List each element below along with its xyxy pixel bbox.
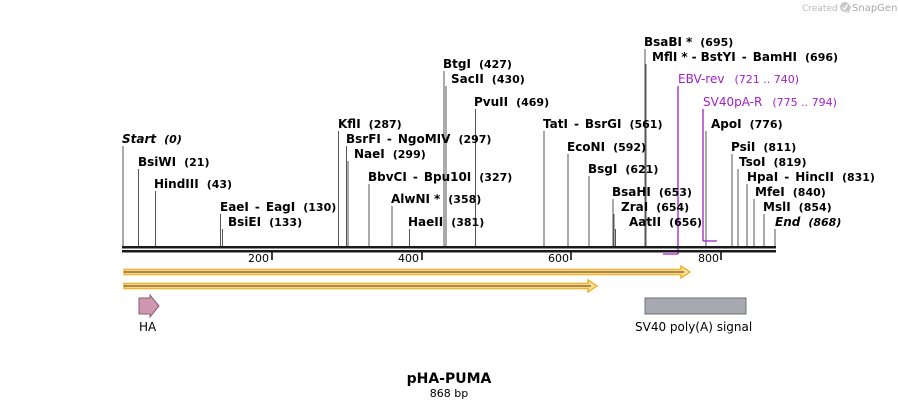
sequence-backbone [122, 246, 776, 253]
axis-tick-label: 400 [398, 252, 419, 265]
axis-tick-label: 200 [248, 252, 269, 265]
orf-arrow-short[interactable] [123, 278, 599, 294]
primer-ebv-rev-mark [663, 86, 679, 255]
site-sacii: SacII (430) [451, 72, 525, 86]
site-bbvci-bpu10i: BbvCI - Bpu10I (327) [368, 170, 512, 184]
site-mfei: MfeI (840) [755, 185, 826, 199]
primer-label-sv40pa-r: SV40pA-R (775 .. 794) [703, 95, 837, 109]
site-zrai: ZraI (654) [621, 200, 689, 214]
site-aatii: AatII (656) [629, 215, 702, 229]
site-tsoi: TsoI (819) [739, 155, 806, 169]
site-alwni: AlwNI * (358) [391, 192, 481, 206]
site-hpai-hincii: HpaI - HincII (831) [747, 170, 875, 184]
feature-sv40-polya[interactable]: SV40 poly(A) signal [635, 297, 752, 334]
map-length: 868 bp [430, 387, 468, 400]
site-kfli: KflI (287) [338, 117, 402, 131]
site-bsiwi: BsiWI (21) [138, 155, 209, 169]
site-btgi: BtgI (427) [443, 57, 512, 71]
snapgene-logo-icon [840, 2, 850, 12]
site-haeii: HaeII (381) [408, 215, 484, 229]
site-start: Start (0) [122, 132, 182, 146]
site-end: End (868) [775, 215, 841, 229]
site-labels: Start (0) BsiWI (21) HindIII (43) EaeI - EagI… [122, 35, 875, 229]
map-title: pHA-PUMA [407, 371, 492, 387]
site-eaei-eagi: EaeI - EagI (130) [220, 200, 336, 214]
credit-brand: SnapGene [852, 3, 898, 14]
site-bsrfi-ngomiv: BsrFI - NgoMIV (297) [346, 132, 491, 146]
site-pvuii: PvuII (469) [474, 95, 549, 109]
site-msli: MslI (854) [763, 200, 832, 214]
feature-ha[interactable]: HA [138, 293, 160, 334]
credit-prefix: Created by [802, 4, 852, 14]
site-mfli-bstyi-bamhi: MflI * - BstYI - BamHI (696) [652, 50, 838, 64]
site-tati-bsrgi: TatI - BsrGI (561) [543, 117, 662, 131]
primer-label-ebv-rev: EBV-rev (721 .. 740) [678, 72, 799, 86]
primer-sv40pa-r-mark [702, 109, 717, 242]
feature-label-ha: HA [139, 320, 157, 334]
orf-arrow-long[interactable] [123, 264, 692, 280]
site-bsgi: BsgI (621) [588, 162, 658, 176]
axis-tick-label: 600 [548, 252, 569, 265]
site-psii: PsiI (811) [731, 140, 796, 154]
axis: 200 400 600 800 [248, 252, 722, 265]
axis-tick-label: 800 [698, 252, 719, 265]
site-leader-lines [122, 49, 776, 248]
site-apoi: ApoI (776) [711, 117, 783, 131]
site-hindiii: HindIII (43) [154, 177, 232, 191]
feature-label-sv40-polya: SV40 poly(A) signal [635, 320, 752, 334]
primer-labels: EBV-rev (721 .. 740) SV40pA-R (775 .. 794) [678, 72, 837, 109]
site-bsiei: BsiEI (133) [228, 215, 302, 229]
site-econi: EcoNI (592) [567, 140, 646, 154]
site-naei: NaeI (299) [354, 147, 426, 161]
site-bsabi: BsaBI * (695) [644, 35, 733, 49]
site-bsahi: BsaHI (653) [612, 185, 692, 199]
